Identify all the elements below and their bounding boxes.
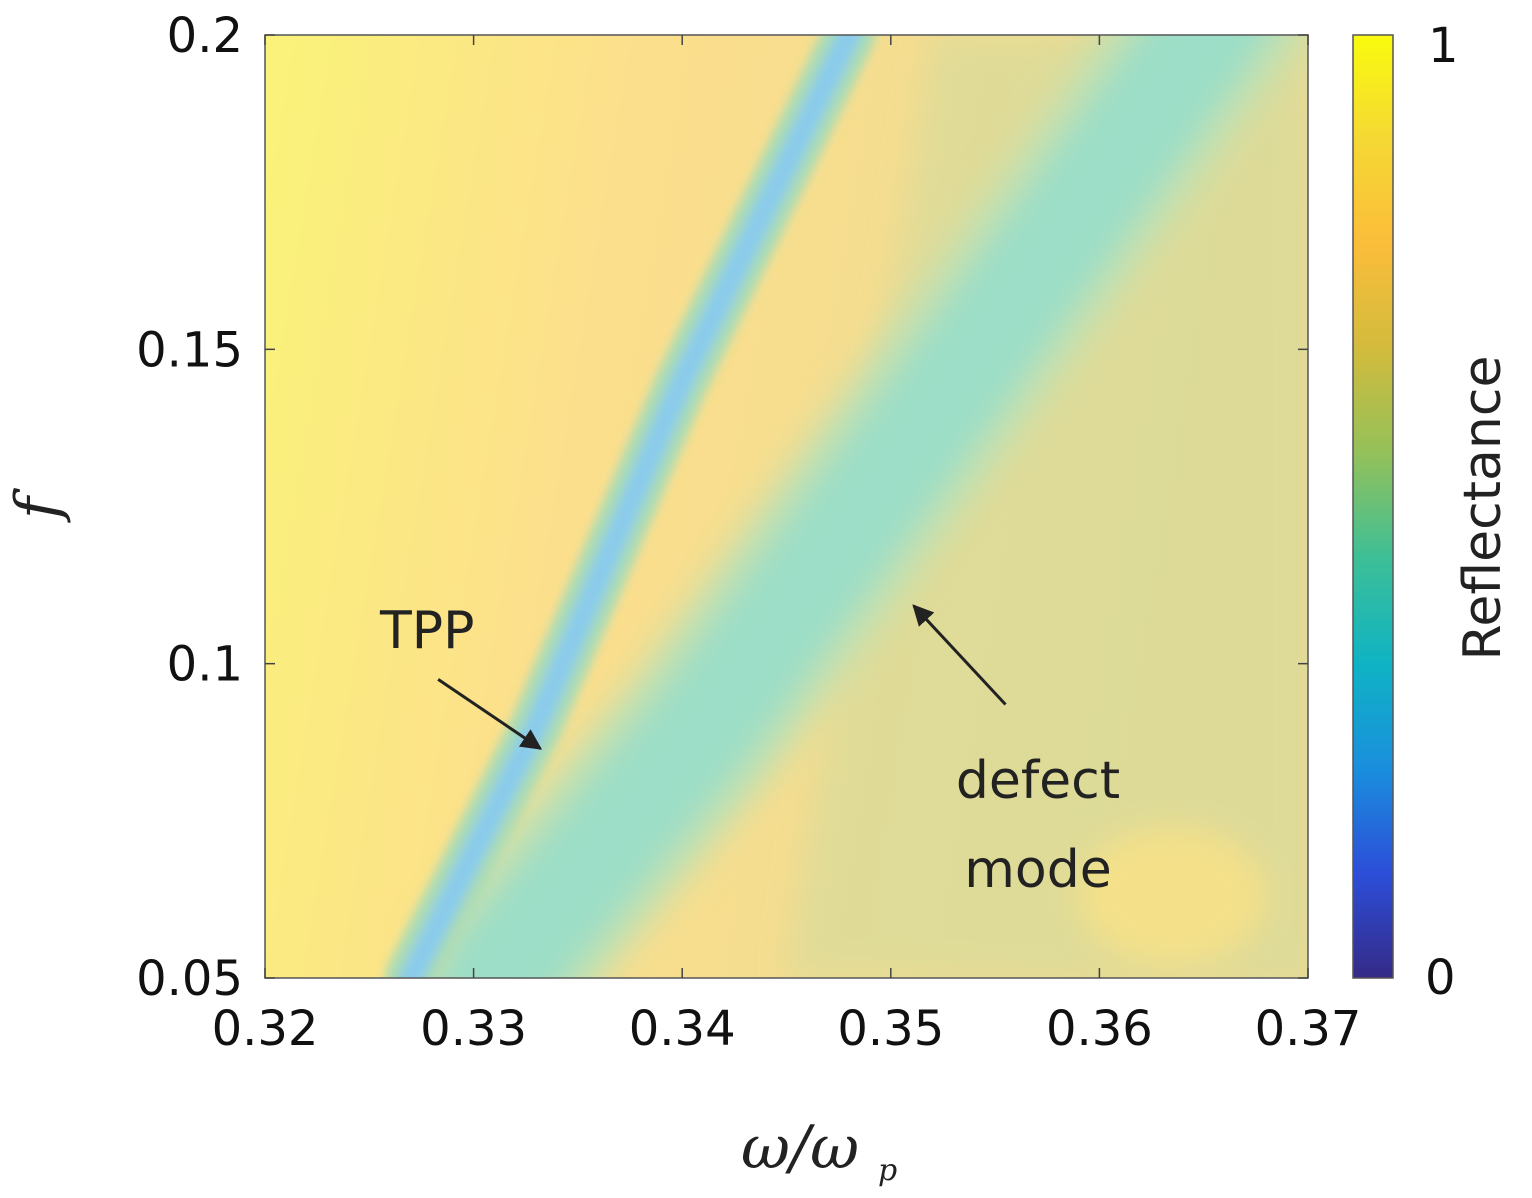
annotations: TPP defect mode (379, 601, 1120, 900)
heatmap-layers (265, 35, 1308, 978)
colorbar-min-label: 0 (1425, 950, 1456, 1006)
x-tick-label: 0.32 (212, 1001, 319, 1057)
defect-mode-arrow (912, 604, 1007, 706)
x-axis-label-subscript: p (878, 1153, 897, 1188)
heatmap-right-region (786, 35, 1308, 978)
defect-mode-band-core (438, 35, 1270, 978)
x-tick-label: 0.35 (837, 1001, 944, 1057)
colorbar: 1 0 Reflectance (1352, 18, 1513, 1006)
y-tick-label: 0.2 (167, 8, 243, 64)
colorbar-label: Reflectance (1453, 356, 1513, 661)
y-tick-label: 0.1 (167, 637, 243, 693)
colorbar-gradient (1352, 34, 1394, 979)
y-axis-ticks: 0.05 0.1 0.15 0.2 (136, 8, 1308, 1007)
x-axis-label-main: ω/ω (741, 1113, 859, 1183)
x-tick-label: 0.34 (629, 1001, 736, 1057)
heatmap-lower-right-blob (1077, 826, 1268, 967)
heatmap (265, 35, 1308, 978)
y-tick-label: 0.05 (136, 951, 243, 1007)
defect-mode-annotation-label-line1: defect (956, 751, 1120, 811)
tpp-annotation-label: TPP (379, 601, 474, 661)
y-tick-label: 0.15 (136, 322, 243, 378)
x-tick-label: 0.37 (1255, 1001, 1362, 1057)
defect-mode-annotation-label-line2: mode (964, 840, 1111, 900)
y-axis-label: f (3, 487, 73, 523)
colorbar-max-label: 1 (1428, 18, 1459, 74)
x-tick-label: 0.33 (420, 1001, 527, 1057)
x-axis-label: ω/ω p (741, 1113, 897, 1188)
tpp-arrow (437, 678, 543, 750)
tpp-ridge-core (399, 35, 862, 978)
x-axis-ticks: 0.32 0.33 0.34 0.35 0.36 0.37 (212, 35, 1362, 1057)
axes-frame (264, 34, 1309, 979)
x-tick-label: 0.36 (1046, 1001, 1153, 1057)
